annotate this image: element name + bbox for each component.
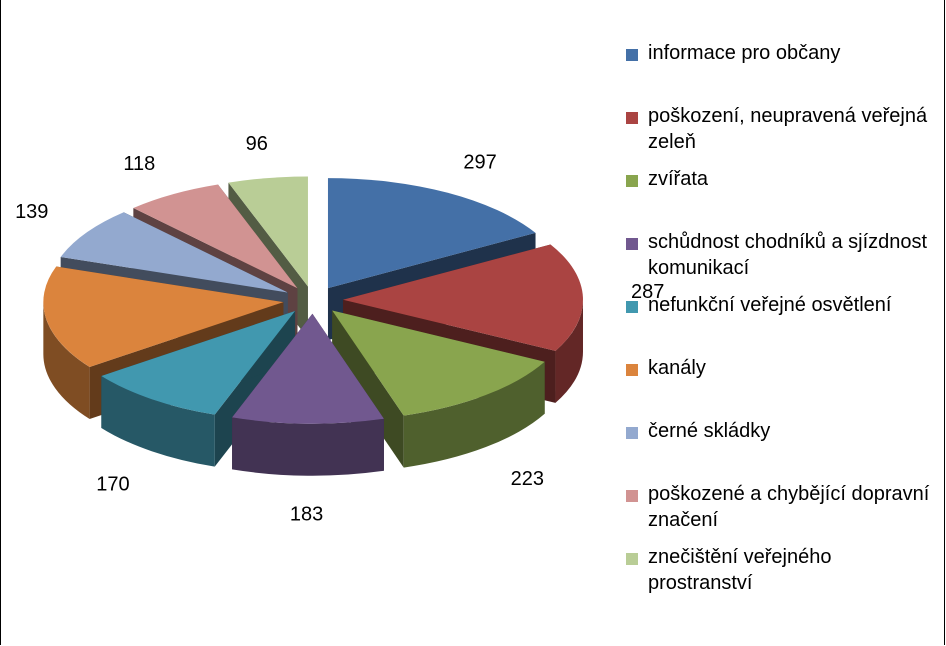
legend-swatch	[626, 364, 638, 376]
legend-label: kanály	[648, 357, 706, 379]
pie-slice-top	[332, 310, 545, 416]
pie-slice-top	[101, 311, 296, 415]
pie-slice-top	[342, 244, 583, 351]
legend-swatch	[626, 238, 638, 250]
pie-slice-top	[60, 212, 288, 293]
pie-slice-wall	[43, 302, 90, 420]
pie-data-label: 170	[96, 473, 129, 495]
pie-slice-wall	[101, 375, 215, 467]
pie-slices	[43, 176, 583, 476]
pie-slice-wall	[403, 361, 545, 468]
legend-swatch	[626, 49, 638, 61]
legend-swatch	[626, 553, 638, 565]
pie-slice	[332, 310, 545, 468]
legend-swatch	[626, 490, 638, 502]
legend-label: informace pro občany	[648, 42, 841, 64]
pie-data-label: 287	[631, 281, 664, 303]
legend-label: poškozené a chybějící dopravní značení	[648, 483, 930, 531]
pie-data-label: 297	[463, 151, 496, 173]
pie-slice-wall	[232, 417, 384, 476]
pie-slice-top	[133, 184, 298, 289]
pie-slice-top	[232, 313, 384, 424]
pie-slice-side	[332, 310, 404, 468]
legend-label: nefunkční veřejné osvětlení	[648, 294, 892, 316]
pie-data-label: 139	[15, 201, 48, 223]
pie-data-label: 223	[511, 468, 544, 490]
pie-data-label: 183	[290, 504, 323, 526]
legend-swatch	[626, 175, 638, 187]
legend-label: schůdnost chodníků a sjízdnost komunikac…	[648, 231, 928, 279]
pie-data-label: 118	[123, 153, 155, 175]
legend-swatch	[626, 427, 638, 439]
legend-label: znečištění veřejného prostranství	[648, 546, 832, 594]
legend-label: zvířata	[648, 168, 709, 190]
legend-label: poškození, neupravená veřejná zeleň	[648, 105, 928, 153]
legend-swatch	[626, 112, 638, 124]
pie-slice-top	[43, 266, 284, 368]
legend-label: černé skládky	[648, 420, 771, 442]
pie-slice	[232, 313, 384, 476]
pie-data-label: 96	[246, 133, 268, 155]
pie-slice-wall	[555, 299, 583, 403]
pie-data-labels: 29728722318317027313911896	[15, 133, 664, 526]
legend-swatch	[626, 301, 638, 313]
pie-slice-top	[327, 178, 536, 289]
pie-slice-top	[228, 176, 308, 287]
